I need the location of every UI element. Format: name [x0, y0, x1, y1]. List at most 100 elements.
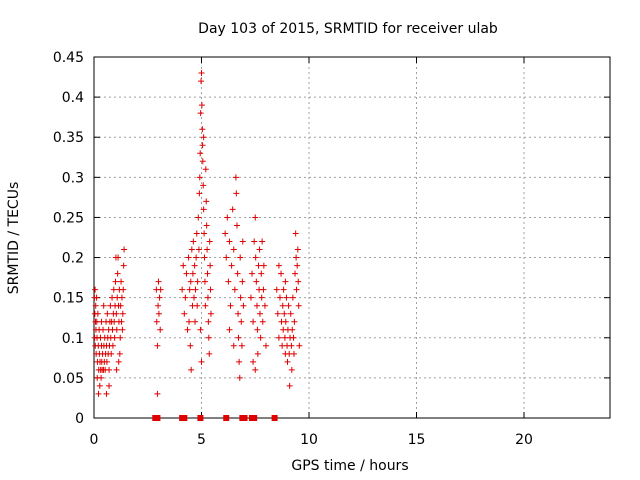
data-point — [239, 238, 246, 245]
data-point — [206, 238, 213, 245]
data-point — [118, 318, 125, 325]
data-point — [282, 318, 289, 325]
y-tick-label: 0.05 — [53, 371, 84, 387]
data-point — [292, 270, 299, 277]
data-point — [186, 318, 193, 325]
data-point — [96, 382, 103, 389]
y-tick-label: 0.2 — [62, 251, 84, 267]
data-point — [236, 358, 243, 365]
baseline-marker — [223, 415, 230, 421]
data-point — [258, 294, 265, 301]
data-point — [206, 350, 213, 357]
data-point — [249, 270, 256, 277]
data-point — [239, 278, 246, 285]
data-point — [120, 262, 127, 269]
baseline-marker — [241, 415, 248, 421]
data-point — [294, 246, 301, 253]
data-point — [193, 254, 200, 261]
data-point — [260, 262, 267, 269]
data-point — [205, 334, 212, 341]
data-point — [275, 262, 282, 269]
data-point — [293, 286, 300, 293]
data-point — [199, 158, 206, 165]
x-tick-label: 0 — [90, 432, 99, 448]
data-point — [279, 302, 286, 309]
data-point — [203, 198, 210, 205]
data-point — [282, 278, 289, 285]
x-tick-label: 10 — [300, 432, 318, 448]
data-point — [115, 254, 122, 261]
data-point — [95, 390, 102, 397]
y-axis-ticks: 0 0.05 0.1 0.15 0.2 0.25 0.3 0.35 0.4 0.45 — [53, 50, 610, 427]
data-point — [106, 366, 113, 373]
data-point — [196, 190, 203, 197]
data-point — [250, 358, 257, 365]
baseline-marker — [197, 415, 204, 421]
data-point — [185, 254, 192, 261]
data-point — [207, 262, 214, 269]
data-point — [293, 254, 300, 261]
data-point — [190, 294, 197, 301]
data-point — [155, 310, 162, 317]
data-point — [108, 350, 115, 357]
data-point — [118, 278, 125, 285]
data-point — [98, 318, 105, 325]
data-point — [180, 262, 187, 269]
data-point — [261, 302, 268, 309]
data-point — [290, 334, 297, 341]
data-point — [232, 174, 239, 181]
plot-frame — [93, 56, 611, 419]
data-point — [227, 302, 234, 309]
data-point — [187, 342, 194, 349]
data-point — [189, 270, 196, 277]
data-point — [116, 350, 123, 357]
data-point — [113, 366, 120, 373]
data-point — [188, 366, 195, 373]
x-axis-label: GPS time / hours — [291, 458, 408, 474]
data-point — [229, 206, 236, 213]
y-tick-label: 0.4 — [62, 90, 84, 106]
data-point — [117, 334, 124, 341]
data-point — [200, 134, 207, 141]
data-point — [295, 302, 302, 309]
data-point — [198, 70, 205, 77]
data-point — [103, 390, 110, 397]
y-tick-label: 0.1 — [62, 331, 84, 347]
data-point — [205, 318, 212, 325]
data-point — [222, 230, 229, 237]
data-point — [183, 270, 190, 277]
data-point — [288, 366, 295, 373]
data-point — [119, 310, 126, 317]
data-point — [251, 238, 258, 245]
data-points — [91, 70, 303, 397]
x-tick-label: 20 — [515, 432, 533, 448]
data-point — [256, 246, 263, 253]
data-point — [233, 190, 240, 197]
data-point — [285, 302, 292, 309]
data-point — [234, 270, 241, 277]
grid-lines — [94, 57, 610, 418]
data-point — [201, 230, 208, 237]
data-point — [263, 342, 269, 349]
data-point — [253, 302, 260, 309]
baseline-marker — [154, 415, 161, 421]
data-point — [224, 214, 231, 221]
data-point — [283, 294, 290, 301]
data-point — [94, 310, 101, 317]
data-point — [157, 326, 164, 333]
data-point — [155, 302, 162, 309]
y-axis-label: SRMTID / TECUs — [6, 182, 22, 295]
data-point — [100, 326, 107, 333]
data-point — [115, 358, 122, 365]
data-point — [121, 246, 128, 253]
data-point — [154, 390, 161, 397]
data-point — [203, 222, 210, 229]
data-point — [204, 294, 211, 301]
baseline-marker — [251, 415, 258, 421]
data-point — [92, 302, 99, 309]
data-point — [98, 374, 105, 381]
chart-title: Day 103 of 2015, SRMTID for receiver ula… — [198, 21, 498, 37]
data-point — [252, 254, 259, 261]
data-point — [204, 246, 211, 253]
data-point — [120, 286, 127, 293]
